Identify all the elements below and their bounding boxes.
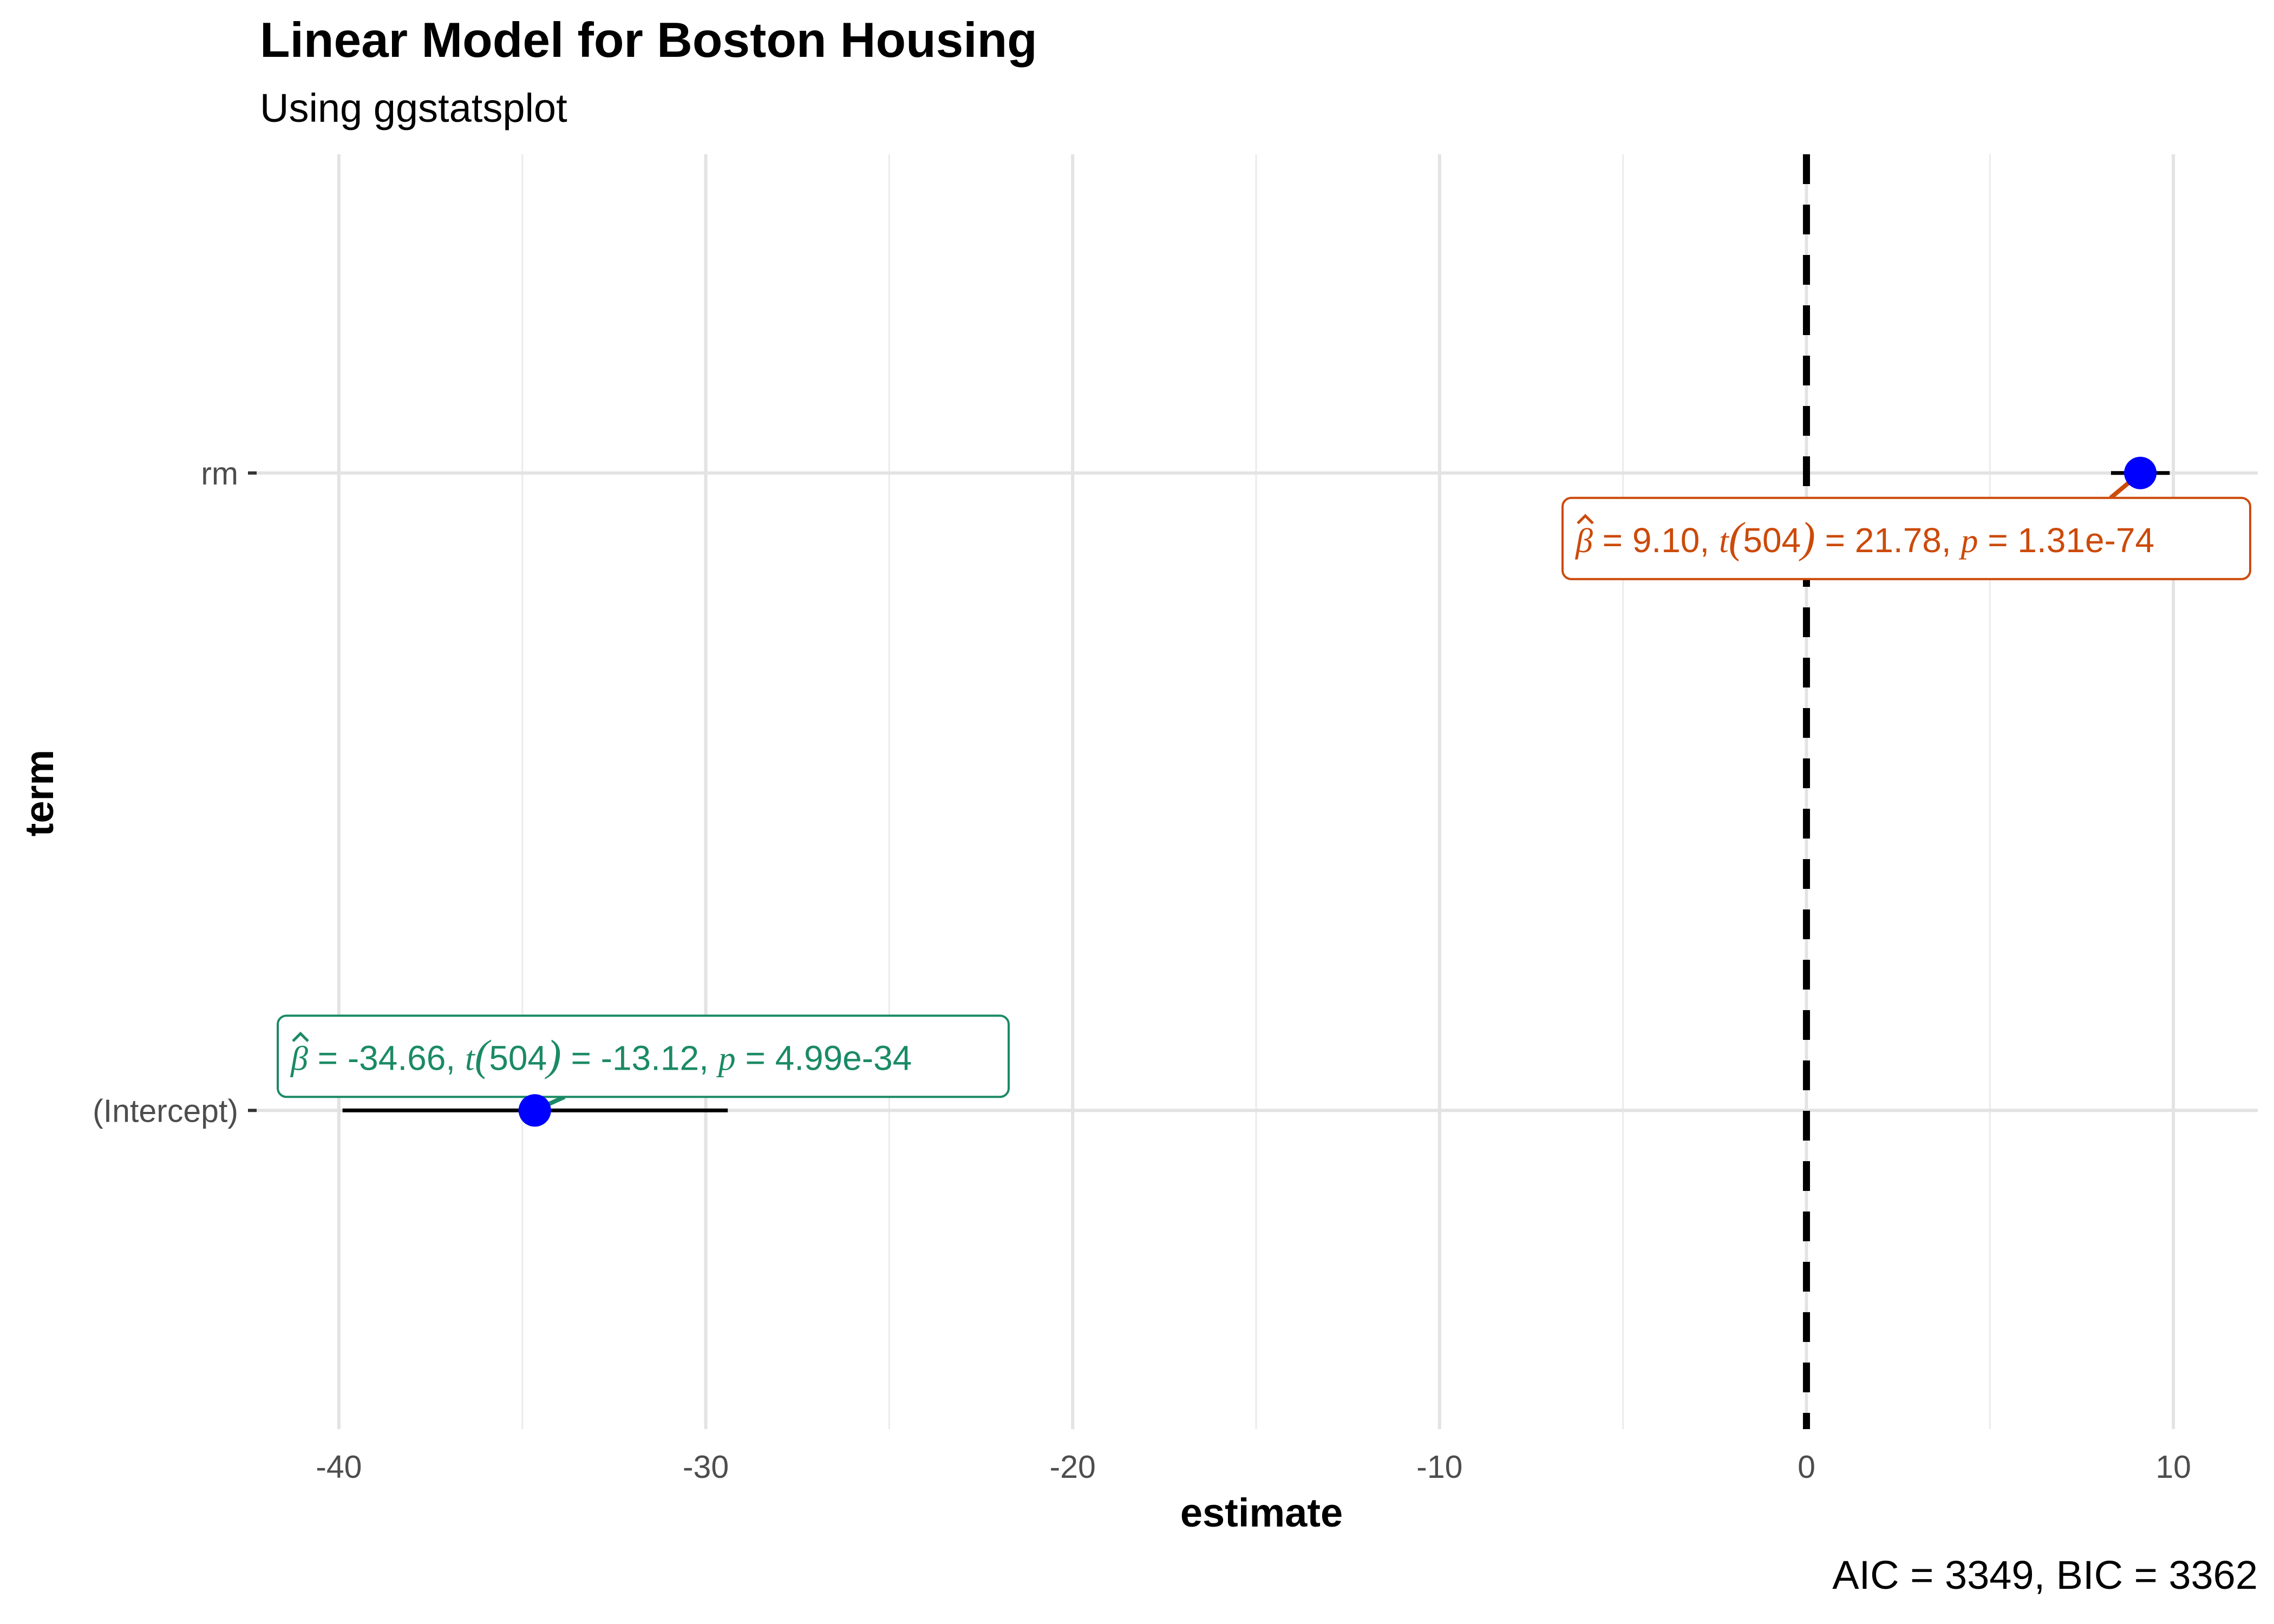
label-paren: (: [475, 1032, 492, 1079]
label-estimate-text: = -34.66,: [308, 1038, 465, 1077]
label-estimate-text: = 9.10,: [1593, 521, 1719, 560]
y-tick-label: (Intercept): [93, 1093, 238, 1129]
label-df: 504: [489, 1038, 547, 1077]
label-df: 504: [1743, 521, 1801, 560]
estimate-point: [2124, 456, 2157, 489]
label-beta: β: [1574, 521, 1593, 560]
label-text: β = -34.66, t(504) = -13.12, p = 4.99e-3…: [290, 1032, 912, 1079]
y-axis-title: term: [17, 750, 62, 836]
chart-title: Linear Model for Boston Housing: [260, 13, 1037, 68]
label-p-symbol: p: [716, 1039, 736, 1077]
label-paren: ): [1799, 514, 1815, 562]
y-axis-ticks: (Intercept) rm: [93, 456, 257, 1129]
x-tick-label: -30: [683, 1449, 729, 1485]
x-tick-label: 10: [2155, 1449, 2191, 1485]
data-marks: β = -34.66, t(504) = -13.12, p = 4.99e-3…: [277, 456, 2251, 1127]
x-tick-label: 0: [1798, 1449, 1815, 1485]
label-paren: (: [1729, 514, 1746, 562]
x-tick-label: -20: [1050, 1449, 1096, 1485]
label-box: [277, 1014, 1010, 1098]
estimate-point: [518, 1094, 551, 1127]
x-tick-label: -40: [316, 1449, 362, 1485]
estimate-label: β = -34.66, t(504) = -13.12, p = 4.99e-3…: [277, 1014, 1010, 1098]
label-box: [1561, 496, 2251, 580]
x-axis-title: estimate: [1180, 1490, 1343, 1535]
label-t-symbol: t: [1719, 521, 1730, 560]
label-text: β = 9.10, t(504) = 21.78, p = 1.31e-74: [1574, 514, 2154, 562]
model-fit-caption: AIC = 3349, BIC = 3362: [1832, 1553, 2258, 1597]
label-statistic-text: = -13.12,: [561, 1038, 718, 1077]
chart-subtitle: Using ggstatsplot: [260, 86, 567, 130]
label-t-symbol: t: [465, 1039, 476, 1077]
label-statistic-text: = 21.78,: [1815, 521, 1961, 560]
label-p-text: = 4.99e-34: [736, 1038, 912, 1077]
beta-hat-mark: [1577, 514, 1594, 525]
beta-hat-mark: [292, 1031, 309, 1043]
x-axis-ticks: -40 -30 -20 -10 0 10: [316, 1449, 2191, 1485]
label-paren: ): [545, 1032, 561, 1079]
label-p-symbol: p: [1958, 521, 1978, 560]
label-p-text: = 1.31e-74: [1978, 521, 2154, 560]
estimate-label: β = 9.10, t(504) = 21.78, p = 1.31e-74: [1561, 496, 2251, 580]
label-beta: β: [290, 1039, 308, 1077]
y-tick-label: rm: [201, 456, 238, 492]
x-tick-label: -10: [1416, 1449, 1462, 1485]
